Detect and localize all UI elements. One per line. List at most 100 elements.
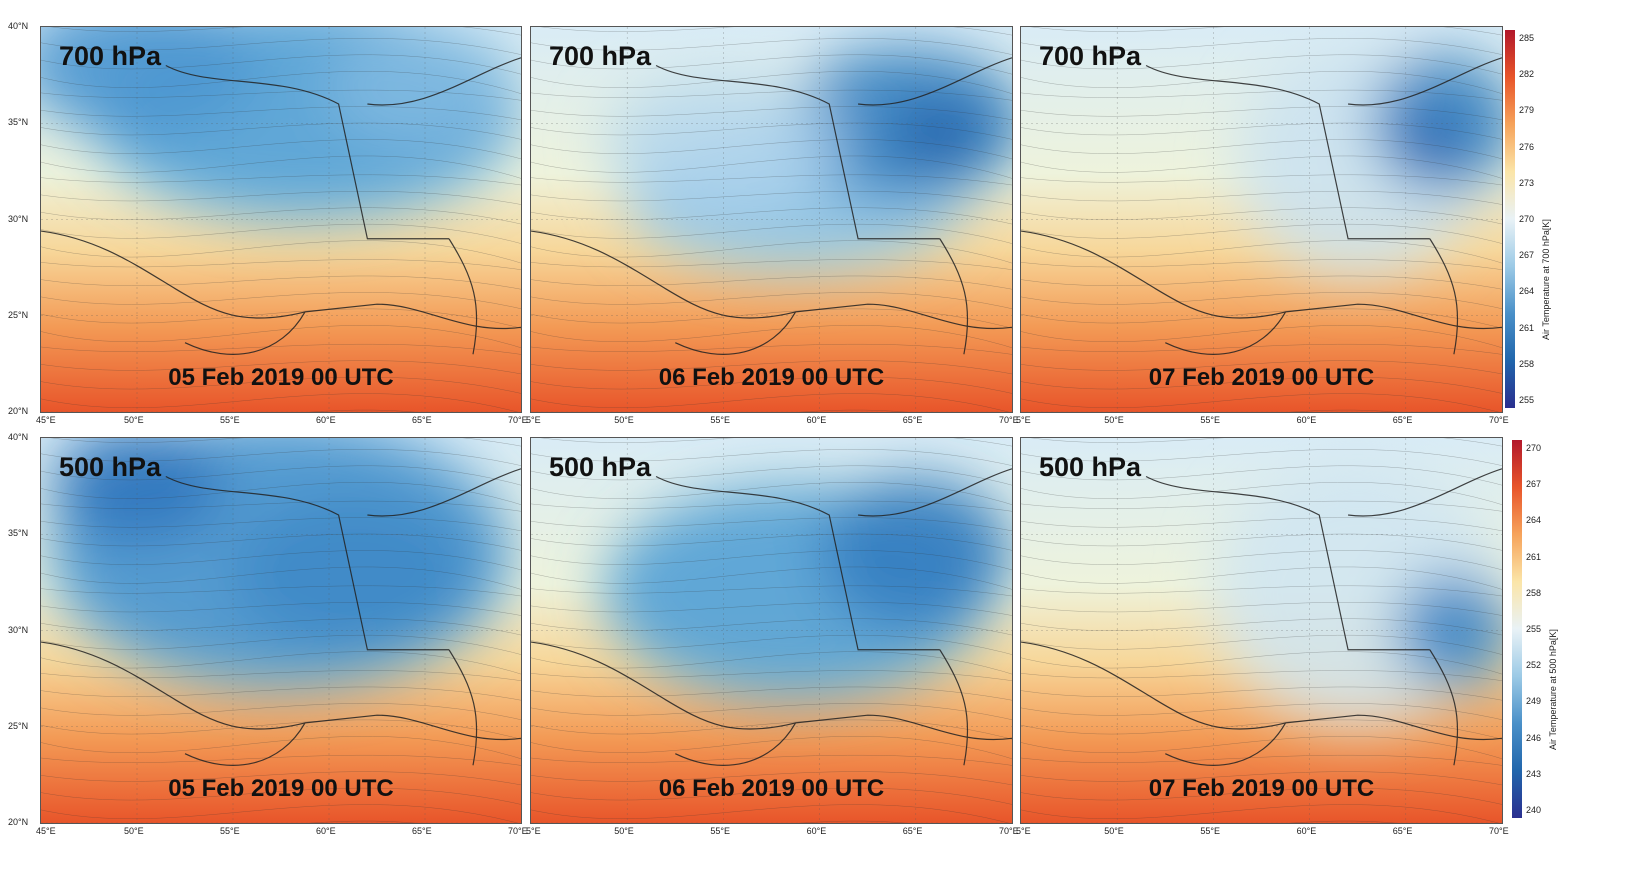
lon-tick-label: 70°E: [999, 415, 1019, 425]
temperature-field: [41, 438, 521, 823]
temperature-field: [531, 438, 1012, 823]
date-label: 06 Feb 2019 00 UTC: [658, 364, 885, 391]
colorbar-tick-label: 270: [1526, 443, 1542, 453]
lon-tick-label: 5°E: [1016, 826, 1031, 836]
temperature-field: [41, 27, 521, 412]
lon-tick-label: 60°E: [806, 826, 827, 836]
colorbar-gradient: [1505, 30, 1515, 408]
colorbar-tick-label: 249: [1526, 696, 1542, 707]
colorbar-tick-label: 270: [1519, 214, 1535, 224]
lon-tick-label: 50°E: [614, 415, 634, 425]
lon-tick-label: 65°E: [412, 826, 432, 836]
lon-tick-label: 60°E: [316, 826, 336, 836]
colorbar-gradient: [1512, 440, 1522, 818]
colorbar-700: 285 282 279 276 273 270 267 264 261 258 255: [1505, 30, 1545, 408]
colorbar-tick-label: 258: [1526, 587, 1542, 598]
temperature-field: [1021, 27, 1502, 412]
lon-tick-label: 65°E: [902, 826, 923, 836]
colorbar-tick-label: 264: [1519, 286, 1535, 297]
colorbar-title: Air Temperature at 500 hPa[K]: [1548, 629, 1558, 750]
colorbar-tick-label: 252: [1526, 660, 1542, 671]
colorbar-tick-label: 255: [1526, 624, 1542, 634]
pressure-level-label: 700 hPa: [1039, 41, 1142, 71]
lon-tick-label: 55°E: [710, 415, 731, 425]
lon-tick-label: 50°E: [614, 826, 634, 836]
lon-tick-label: 70°E: [999, 826, 1019, 836]
map-panel-500-2: 500 hPa 06 Feb 2019 00 UTC: [530, 437, 1013, 824]
contour-lines: [531, 27, 1012, 412]
lon-tick-label: 55°E: [1200, 826, 1221, 836]
contour-lines: [1021, 438, 1502, 823]
colorbar-tick-label: 279: [1519, 105, 1535, 116]
contour-lines: [1021, 27, 1502, 412]
country-borders: [1021, 57, 1502, 355]
map-panel-500-3: 500 hPa 07 Feb 2019 00 UTC: [1020, 437, 1503, 824]
lat-tick-label: 35°N: [8, 117, 29, 128]
lat-tick-label: 25°N: [8, 720, 29, 731]
map-panel-500-1: 500 hPa 05 Feb 2019 00 UTC: [40, 437, 522, 824]
colorbar-tick-label: 240: [1526, 805, 1542, 815]
lon-tick-label: 65°E: [412, 415, 432, 425]
colorbar-tick-label: 246: [1526, 732, 1542, 743]
colorbar-tick-label: 285: [1519, 33, 1535, 43]
lon-tick-label: 55°E: [220, 415, 240, 425]
contour-lines: [531, 438, 1012, 823]
colorbar-tick-label: 282: [1519, 69, 1535, 80]
pressure-level-label: 700 hPa: [59, 41, 162, 71]
lon-tick-label: 45°E: [36, 415, 56, 425]
country-borders: [41, 57, 521, 355]
lon-tick-label: 70°E: [508, 826, 528, 836]
pressure-level-label: 700 hPa: [549, 41, 652, 71]
colorbar-tick-label: 273: [1519, 177, 1535, 188]
lon-tick-label: 50°E: [1104, 415, 1124, 425]
lon-tick-label: 65°E: [902, 415, 923, 425]
country-borders: [531, 57, 1012, 355]
lat-tick-label: 20°N: [8, 406, 29, 416]
date-label: 07 Feb 2019 00 UTC: [1148, 364, 1375, 391]
date-label: 06 Feb 2019 00 UTC: [658, 775, 885, 802]
lon-tick-label: 70°E: [1489, 415, 1509, 425]
colorbar-tick-label: 276: [1519, 141, 1535, 152]
lat-tick-label: 30°N: [8, 624, 29, 635]
colorbar-tick-label: 267: [1519, 250, 1535, 261]
colorbar-tick-label: 255: [1519, 395, 1535, 405]
date-label: 05 Feb 2019 00 UTC: [168, 364, 394, 391]
map-panel-700-3: 700 hPa 07 Feb 2019 00 UTC: [1020, 26, 1503, 413]
lon-tick-label: 60°E: [316, 415, 336, 425]
lat-tick-label: 20°N: [8, 817, 29, 827]
contour-lines: [41, 438, 521, 823]
lon-tick-label: 5°E: [526, 826, 541, 836]
lon-tick-label: 45°E: [36, 826, 56, 836]
lat-tick-label: 40°N: [8, 21, 29, 31]
colorbar-tick-label: 243: [1526, 768, 1542, 779]
country-borders: [1021, 468, 1502, 766]
lon-tick-label: 65°E: [1392, 415, 1413, 425]
lat-tick-label: 25°N: [8, 309, 29, 320]
country-borders: [531, 468, 1012, 766]
pressure-level-label: 500 hPa: [549, 452, 652, 482]
lon-tick-label: 65°E: [1392, 826, 1413, 836]
colorbar-tick-label: 261: [1519, 322, 1535, 333]
lon-tick-label: 50°E: [1104, 826, 1124, 836]
colorbar-tick-label: 267: [1526, 479, 1542, 490]
lon-tick-label: 70°E: [508, 415, 528, 425]
lat-tick-label: 30°N: [8, 213, 29, 224]
lon-tick-label: 60°E: [1296, 415, 1317, 425]
lon-tick-label: 55°E: [220, 826, 240, 836]
colorbar-tick-label: 261: [1526, 551, 1542, 562]
date-label: 07 Feb 2019 00 UTC: [1148, 775, 1375, 802]
lon-tick-label: 5°E: [1016, 415, 1031, 425]
lon-tick-label: 50°E: [124, 826, 144, 836]
lon-tick-label: 60°E: [1296, 826, 1317, 836]
pressure-level-label: 500 hPa: [1039, 452, 1142, 482]
lon-tick-label: 60°E: [806, 415, 827, 425]
temperature-field: [1021, 438, 1502, 823]
map-panel-700-2: 700 hPa 06 Feb 2019 00 UTC: [530, 26, 1013, 413]
lat-tick-label: 40°N: [8, 432, 29, 442]
colorbar-tick-label: 264: [1526, 515, 1542, 526]
country-borders: [41, 468, 521, 766]
lon-tick-label: 5°E: [526, 415, 541, 425]
date-label: 05 Feb 2019 00 UTC: [168, 775, 394, 802]
map-panel-700-1: 700 hPa 05 Feb 2019 00 UTC: [40, 26, 522, 413]
lon-tick-label: 70°E: [1489, 826, 1509, 836]
